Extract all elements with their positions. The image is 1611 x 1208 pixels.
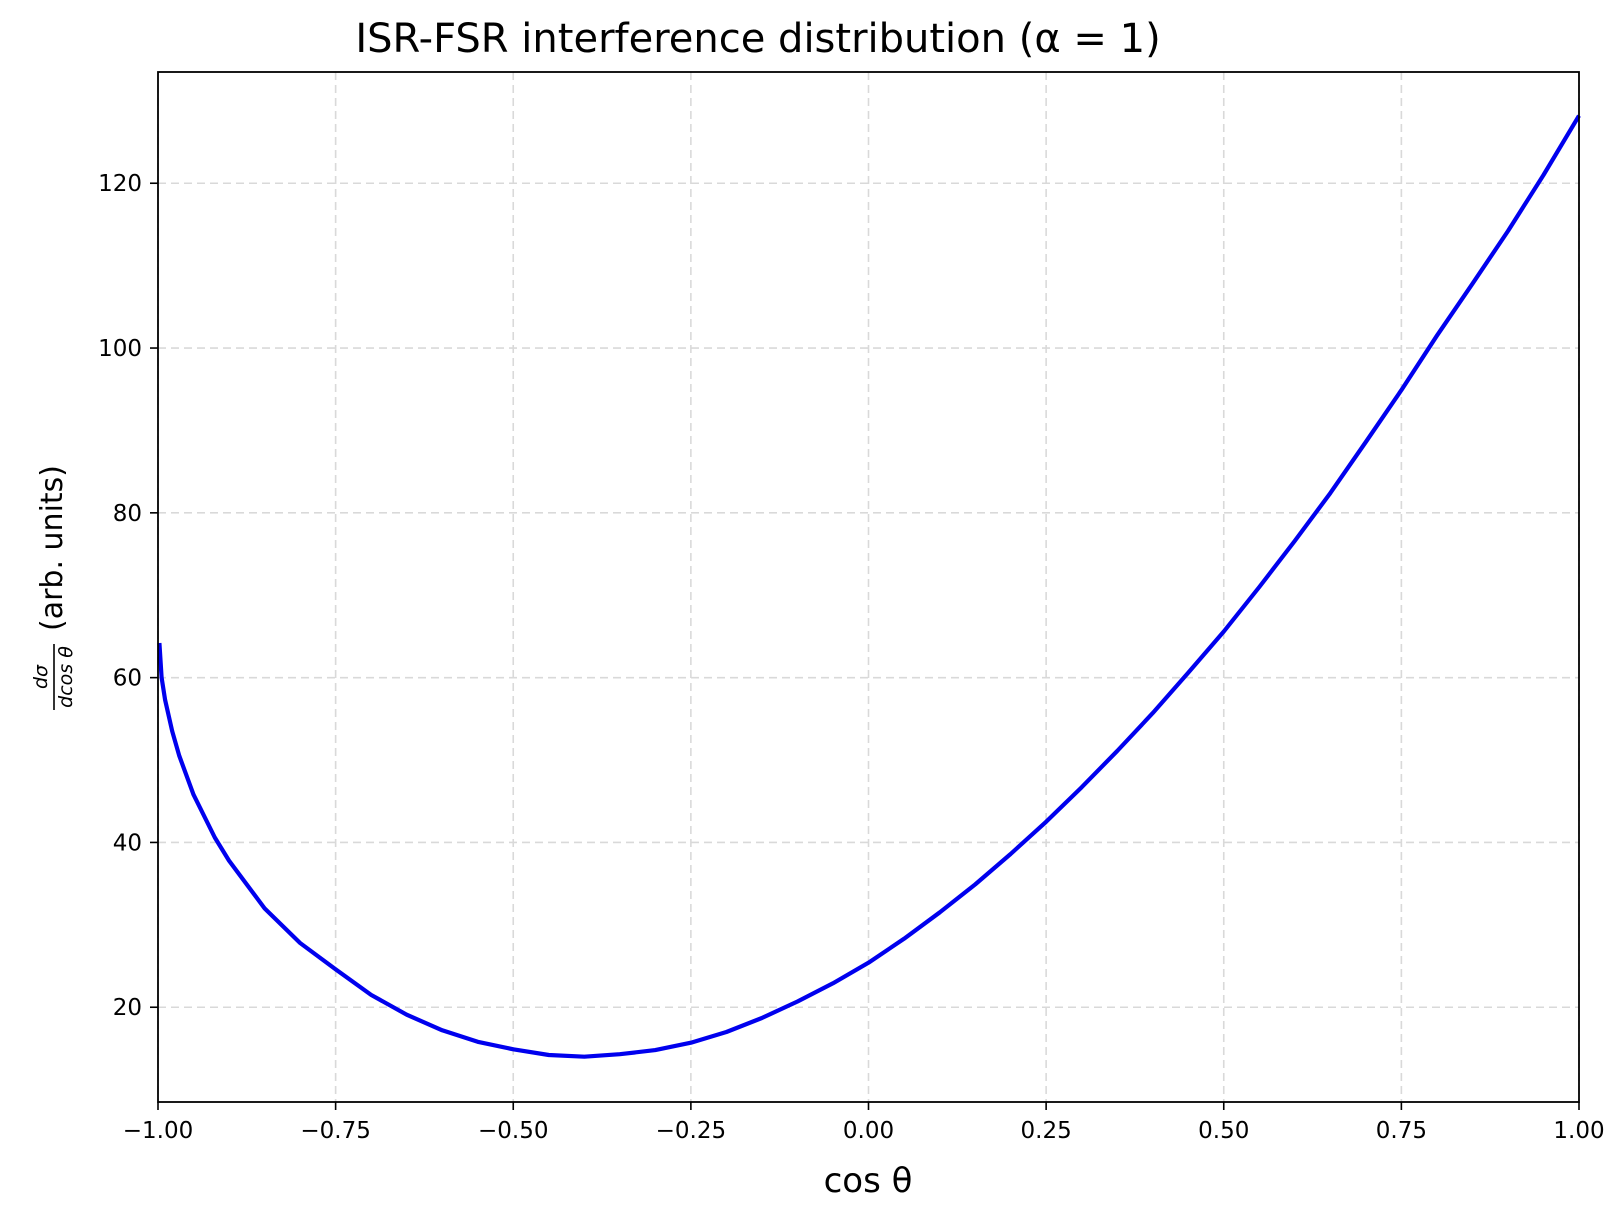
series-line [157, 114, 1581, 1059]
grid [157, 72, 1580, 1102]
x-tick-label: −0.75 [300, 1118, 370, 1144]
y-tick-label: 80 [113, 501, 142, 527]
y-tick-label: 20 [113, 995, 142, 1021]
y-tick-label: 100 [98, 336, 142, 362]
y-axis-label-units: (arb. units) [35, 465, 70, 631]
x-tick-label: 0.00 [843, 1118, 894, 1144]
y-tick-label: 40 [113, 830, 142, 856]
y-axis-label-numerator: dσ [30, 664, 52, 689]
y-tick-label: 120 [98, 171, 142, 197]
plot-area [157, 114, 1581, 1059]
x-tick-label: 0.50 [1198, 1118, 1249, 1144]
x-tick-label: 0.25 [1021, 1118, 1072, 1144]
y-axis-label: dσ dcos θ (arb. units) [30, 465, 77, 710]
x-axis-label: cos θ [824, 1161, 913, 1201]
y-tick-label: 60 [113, 666, 142, 692]
ticks: −1.00 −0.75 −0.50 −0.25 0.00 0.25 0.50 0.75 1.00… [98, 171, 1605, 1144]
y-axis-label-denominator: dcos θ [55, 646, 77, 708]
x-tick-label: −0.25 [656, 1118, 726, 1144]
x-tick-label: −1.00 [123, 1118, 193, 1144]
chart-title: ISR-FSR interference distribution (α = 1… [355, 16, 1160, 62]
x-tick-label: 1.00 [1553, 1118, 1604, 1144]
x-tick-label: 0.75 [1376, 1118, 1427, 1144]
x-tick-label: −0.50 [478, 1118, 548, 1144]
